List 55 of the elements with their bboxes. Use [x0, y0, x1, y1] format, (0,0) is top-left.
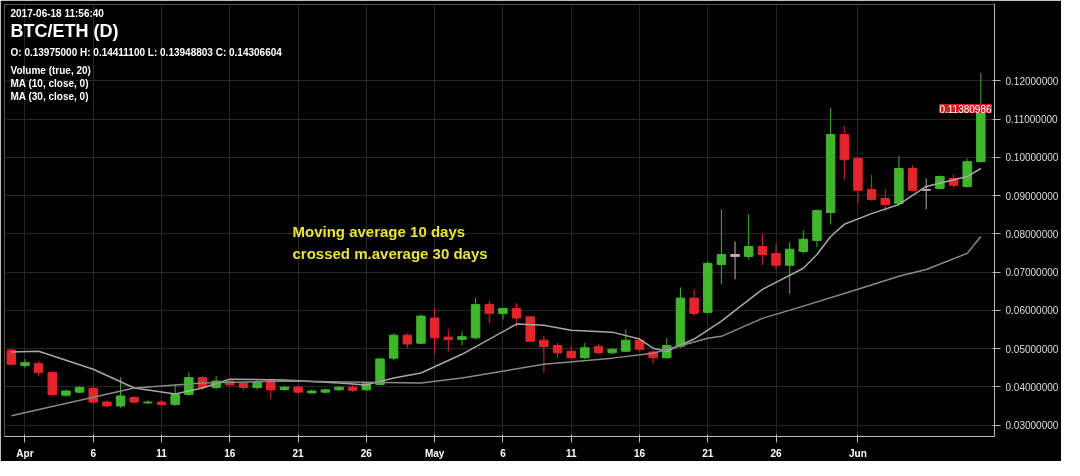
x-tick-label: May	[424, 447, 445, 459]
candlestick	[866, 174, 877, 202]
candlestick	[170, 384, 180, 407]
candlestick	[115, 377, 126, 409]
annotation: MA (10, close, 0)	[10, 77, 89, 89]
x-tick-label: 6	[90, 447, 97, 459]
x-tick-label: 21	[702, 447, 714, 459]
annotation: Volume (true, 20)	[10, 64, 91, 76]
y-tick-label: 0.05000000	[1005, 343, 1059, 355]
candlestick	[443, 328, 454, 352]
candlestick	[498, 307, 508, 321]
y-tick-label: 0.11000000	[1005, 114, 1059, 126]
candlestick	[47, 370, 58, 397]
y-tick-label: 0.03000000	[1005, 420, 1059, 432]
x-tick-label: 6	[500, 447, 507, 459]
candlestick	[730, 241, 740, 280]
annotation: 0.11380986	[939, 103, 992, 115]
x-tick-label: Apr	[16, 447, 34, 459]
x-tick-label: 26	[770, 447, 783, 459]
x-tick-label: 26	[360, 447, 373, 459]
candlestick	[716, 208, 727, 285]
candlestick	[880, 189, 890, 212]
y-tick-label: 0.09000000	[1005, 190, 1059, 202]
x-tick-label: 21	[292, 447, 305, 459]
annotation: 2017-06-18 11:56:40	[10, 7, 105, 19]
candlestick	[798, 229, 809, 254]
candlestick	[689, 288, 699, 317]
x-tick-label: 16	[224, 447, 236, 459]
candlestick	[757, 233, 768, 266]
y-tick-label: 0.10000000	[1005, 152, 1059, 164]
candlestick	[743, 213, 754, 260]
text: BTC/ETH (D)	[10, 20, 119, 41]
candlestick	[539, 335, 549, 374]
candlestick	[907, 164, 918, 192]
y-tick-label: 0.06000000	[1005, 305, 1059, 317]
x-tick-label: 16	[633, 447, 646, 459]
annotation: O: 0.13975000 H: 0.14411100 L: 0.13948803 C: 0.14306604	[10, 46, 283, 58]
y-tick-label: 0.08000000	[1005, 228, 1059, 240]
candlestick	[511, 302, 522, 327]
x-tick-label: Jun	[849, 447, 867, 459]
annotation: Moving average 10 days crossed m.average 30 days	[292, 222, 488, 262]
candlestick	[429, 307, 440, 355]
candlestick	[921, 177, 931, 210]
candlestick	[784, 241, 795, 295]
candlestick	[457, 330, 467, 347]
candlestick	[771, 243, 781, 270]
y-tick-label: 0.07000000	[1005, 267, 1059, 279]
x-tick-label: 11	[156, 447, 168, 459]
candlestick	[484, 300, 494, 324]
candlestick	[388, 332, 399, 361]
candlestick	[20, 358, 30, 369]
x-tick-label: 11	[565, 447, 577, 459]
y-tick-label: 0.04000000	[1005, 381, 1059, 393]
y-tick-label: 0.12000000	[1005, 75, 1059, 87]
annotation: MA (30, close, 0)	[10, 90, 89, 102]
